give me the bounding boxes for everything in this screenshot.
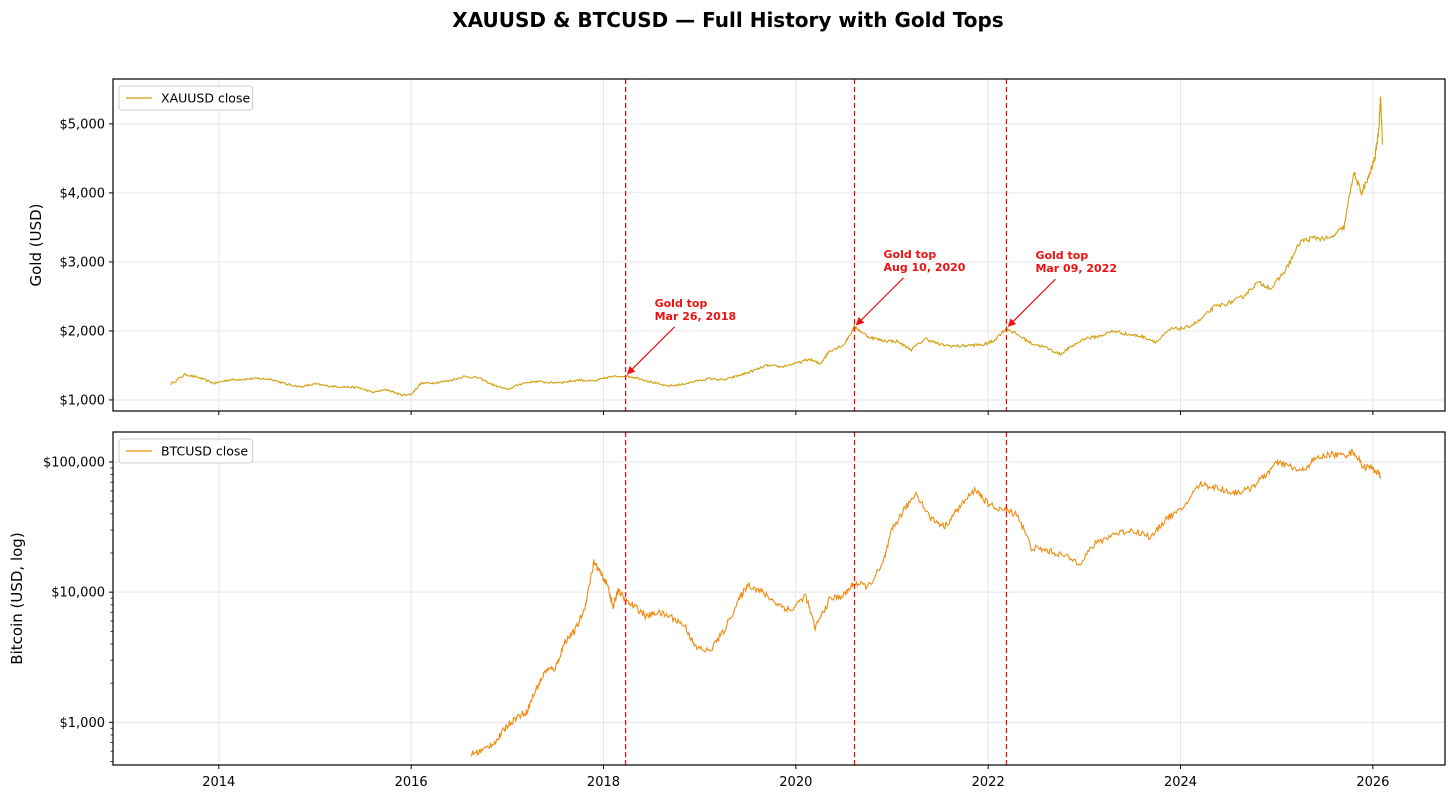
legend-label: BTCUSD close xyxy=(161,444,248,459)
figure-title: XAUUSD & BTCUSD — Full History with Gold… xyxy=(452,8,1003,32)
x-tick-label: 2026 xyxy=(1356,775,1389,790)
y-tick-label: $3,000 xyxy=(60,255,106,270)
annotation-arrow xyxy=(1007,278,1056,327)
annotation-title: Gold top xyxy=(655,297,708,310)
btc-price-line xyxy=(470,448,1382,757)
x-tick-label: 2014 xyxy=(202,775,235,790)
legend-label: XAUUSD close xyxy=(161,91,250,106)
y-axis-label: Bitcoin (USD, log) xyxy=(8,532,26,664)
x-tick-label: 2024 xyxy=(1164,775,1197,790)
gold-price-line xyxy=(170,96,1384,397)
panel-bottom: $1,000 $10,000 $100,000 2014 2016 2018 2020 202… xyxy=(8,431,1446,790)
annotation-arrow xyxy=(626,326,676,375)
annotation-date: Aug 10, 2020 xyxy=(883,261,965,274)
annotation-title: Gold top xyxy=(1035,249,1088,262)
y-axis-label: Gold (USD) xyxy=(27,203,45,286)
x-tick-label: 2018 xyxy=(587,775,620,790)
legend-box xyxy=(118,438,254,464)
annotation-title: Gold top xyxy=(883,248,936,261)
legend: BTCUSD close xyxy=(118,438,254,464)
y-tick-label: $2,000 xyxy=(60,324,106,339)
y-tick-label: $100,000 xyxy=(43,455,105,470)
legend-box xyxy=(118,85,254,111)
annotation-date: Mar 26, 2018 xyxy=(655,310,737,323)
y-tick-label: $10,000 xyxy=(51,586,105,601)
annotation-date: Mar 09, 2022 xyxy=(1035,262,1117,275)
x-tick-label: 2022 xyxy=(972,775,1005,790)
y-tick-label: $5,000 xyxy=(60,117,106,132)
x-tick-label: 2016 xyxy=(395,775,428,790)
plot-frame xyxy=(112,431,1446,766)
x-tick-label: 2020 xyxy=(779,775,812,790)
y-tick-label: $1,000 xyxy=(60,393,106,408)
legend: XAUUSD close xyxy=(118,85,254,111)
plot-frame xyxy=(112,78,1446,412)
panel-top: $1,000 $2,000 $3,000 $4,000 $5,000 Gold (USD)… xyxy=(27,78,1446,415)
y-tick-label: $1,000 xyxy=(60,716,106,731)
annotation-arrow xyxy=(855,277,904,326)
y-tick-label: $4,000 xyxy=(60,186,106,201)
